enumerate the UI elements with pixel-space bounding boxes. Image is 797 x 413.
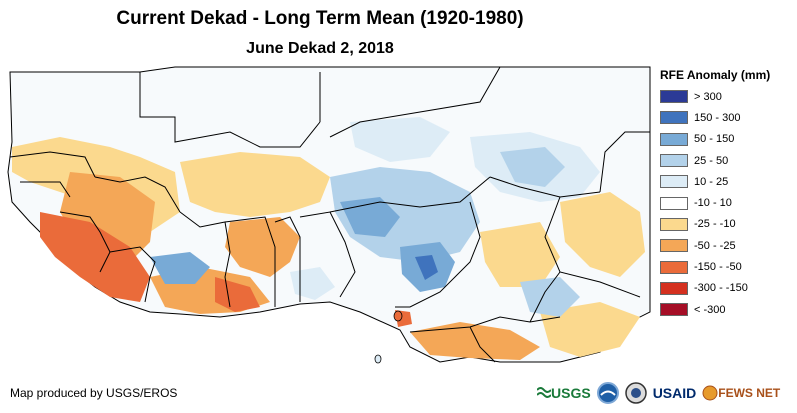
legend-item: -300 - -150 xyxy=(660,278,797,299)
anomaly-map xyxy=(7,66,651,364)
legend-swatch xyxy=(660,90,688,104)
legend-swatch xyxy=(660,303,688,317)
legend-item: -10 - 10 xyxy=(660,192,797,213)
legend-item: 10 - 25 xyxy=(660,171,797,192)
legend-label: -10 - 10 xyxy=(694,197,732,210)
legend-label: -50 - -25 xyxy=(694,239,736,252)
legend-swatch xyxy=(660,111,688,125)
fews-globe-icon xyxy=(702,385,718,401)
map-subtitle: June Dekad 2, 2018 xyxy=(246,40,394,57)
legend-item: 150 - 300 xyxy=(660,107,797,128)
legend-label: 150 - 300 xyxy=(694,111,741,124)
legend-label: > 300 xyxy=(694,90,722,103)
cape-verde-island xyxy=(393,310,403,322)
legend-label: -150 - -50 xyxy=(694,261,742,274)
legend-swatch xyxy=(660,217,688,231)
legend-title: RFE Anomaly (mm) xyxy=(660,68,771,82)
noaa-logo xyxy=(596,382,619,404)
legend-item: 25 - 50 xyxy=(660,150,797,171)
legend-item: -25 - -10 xyxy=(660,214,797,235)
legend-item: 50 - 150 xyxy=(660,129,797,150)
legend-swatch xyxy=(660,260,688,274)
legend-swatch xyxy=(660,239,688,253)
legend-item: -50 - -25 xyxy=(660,235,797,256)
legend-item: < -300 xyxy=(660,299,797,320)
legend-label: 50 - 150 xyxy=(694,133,735,146)
legend-label: -300 - -150 xyxy=(694,282,748,295)
bioko-island xyxy=(374,354,382,364)
legend-label: -25 - -10 xyxy=(694,218,736,231)
logo-strip: USGS USAID FEWS NET xyxy=(537,378,780,408)
usgs-logo: USGS xyxy=(537,385,591,401)
legend: RFE Anomaly (mm) > 300 150 - 300 50 - 150 2… xyxy=(660,68,797,320)
legend-swatch xyxy=(660,196,688,210)
fews-net-logo: FEWS NET xyxy=(702,385,780,401)
dry-anomaly-zones xyxy=(12,137,645,360)
map-title: Current Dekad - Long Term Mean (1920-198… xyxy=(116,8,524,29)
legend-swatch xyxy=(660,175,688,189)
wet-anomaly-zones xyxy=(150,117,600,317)
legend-item: -150 - -50 xyxy=(660,256,797,277)
legend-item: > 300 xyxy=(660,86,797,107)
legend-label: 10 - 25 xyxy=(694,175,729,188)
usda-seal-logo xyxy=(624,382,647,404)
legend-swatch xyxy=(660,154,688,168)
legend-swatch xyxy=(660,132,688,146)
usaid-logo: USAID xyxy=(652,385,697,401)
usgs-wave-icon xyxy=(537,387,551,398)
country-borders xyxy=(9,66,650,363)
legend-label: < -300 xyxy=(694,303,726,316)
legend-label: 25 - 50 xyxy=(694,154,729,167)
legend-swatch xyxy=(660,281,688,295)
map-credit: Map produced by USGS/EROS xyxy=(10,386,178,400)
